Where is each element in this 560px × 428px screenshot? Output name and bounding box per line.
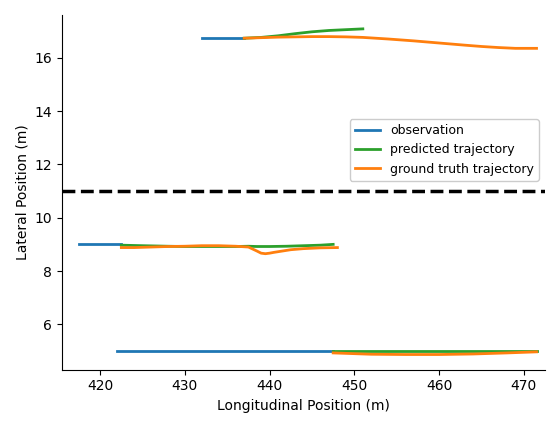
- ground truth trajectory: [270, 250, 277, 255]
- observation: [118, 242, 125, 247]
- ground truth trajectory: [130, 245, 137, 250]
- Legend: observation, predicted trajectory, ground truth trajectory: observation, predicted trajectory, groun…: [350, 119, 539, 181]
- ground truth trajectory: [279, 249, 286, 254]
- ground truth trajectory: [258, 251, 264, 256]
- ground truth trajectory: [148, 244, 155, 250]
- ground truth trajectory: [262, 251, 269, 256]
- ground truth trajectory: [198, 243, 205, 248]
- predicted trajectory: [245, 244, 252, 249]
- ground truth trajectory: [245, 244, 252, 250]
- ground truth trajectory: [216, 243, 222, 248]
- ground truth trajectory: [181, 244, 188, 249]
- observation: [76, 242, 82, 247]
- ground truth trajectory: [165, 244, 171, 249]
- ground truth trajectory: [254, 249, 260, 254]
- predicted trajectory: [254, 244, 260, 249]
- Line: predicted trajectory: predicted trajectory: [122, 244, 333, 247]
- predicted trajectory: [198, 244, 205, 249]
- X-axis label: Longitudinal Position (m): Longitudinal Position (m): [217, 399, 390, 413]
- predicted trajectory: [165, 244, 171, 249]
- ground truth trajectory: [334, 245, 341, 250]
- ground truth trajectory: [317, 245, 324, 250]
- predicted trajectory: [283, 244, 290, 249]
- predicted trajectory: [317, 243, 324, 248]
- predicted trajectory: [232, 244, 239, 249]
- predicted trajectory: [216, 244, 222, 249]
- predicted trajectory: [139, 243, 146, 248]
- predicted trajectory: [330, 242, 337, 247]
- ground truth trajectory: [118, 245, 125, 250]
- ground truth trajectory: [232, 244, 239, 249]
- ground truth trajectory: [287, 247, 294, 252]
- Y-axis label: Lateral Position (m): Lateral Position (m): [15, 125, 29, 260]
- predicted trajectory: [181, 244, 188, 249]
- predicted trajectory: [118, 243, 125, 248]
- ground truth trajectory: [300, 246, 307, 251]
- Line: ground truth trajectory: ground truth trajectory: [122, 246, 338, 254]
- predicted trajectory: [300, 243, 307, 248]
- predicted trajectory: [266, 244, 273, 249]
- ground truth trajectory: [266, 251, 273, 256]
